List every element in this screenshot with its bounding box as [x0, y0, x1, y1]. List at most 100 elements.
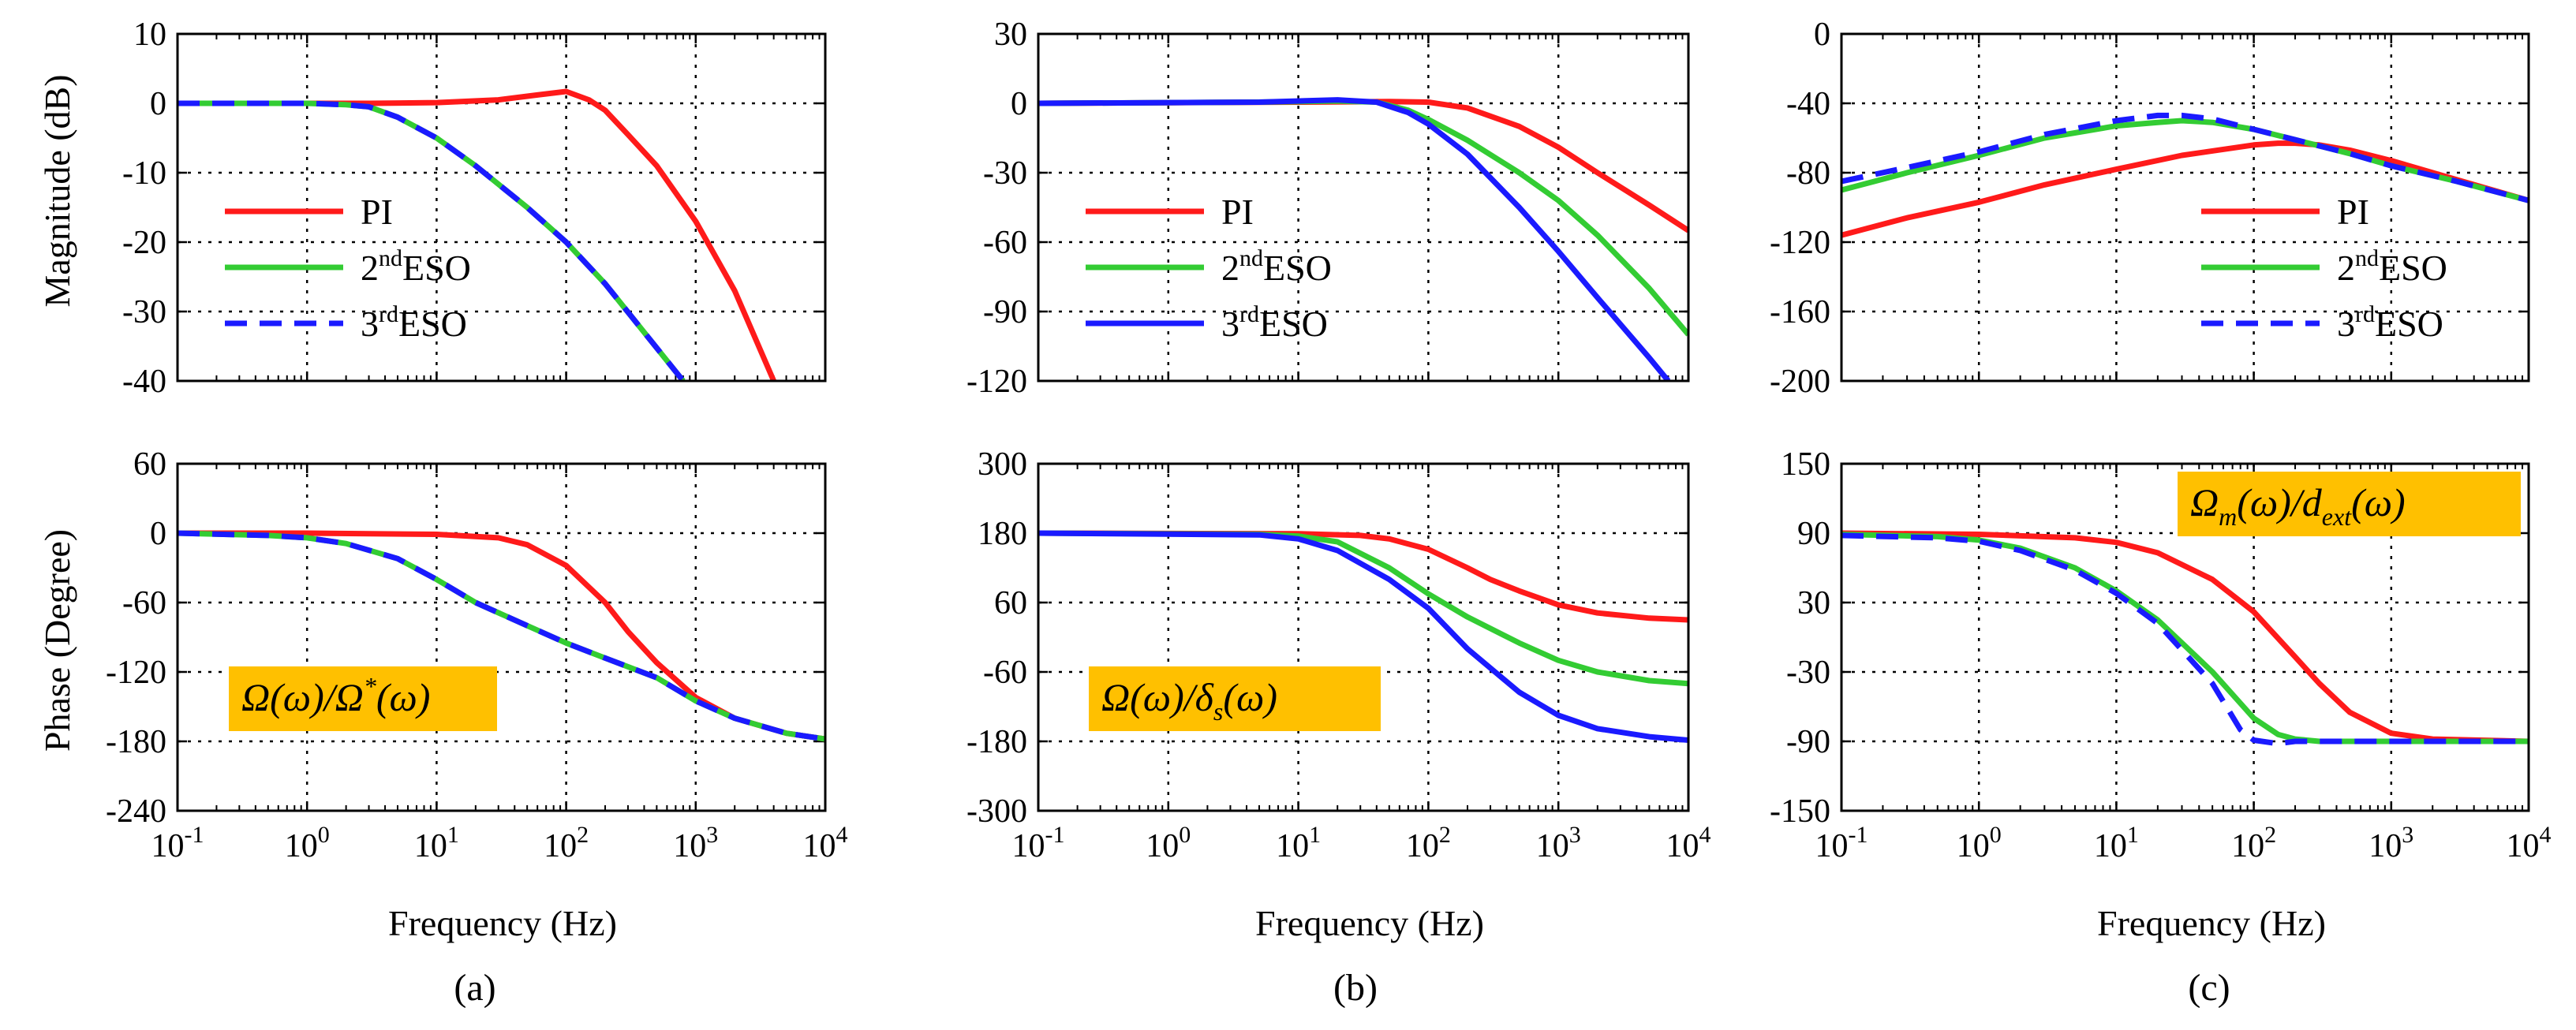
- series-line-pi: [1038, 530, 1688, 623]
- legend-label: 3rdESO: [361, 301, 467, 344]
- ylabel-magnitude: Magnitude (dB): [37, 74, 77, 307]
- y-tick-label: -90: [983, 294, 1027, 330]
- annotation-box: [2178, 472, 2521, 536]
- y-tick-label: -300: [966, 793, 1027, 830]
- annotation-label: Ω(ω)/Ω*(ω): [241, 672, 430, 719]
- y-tick-label: 150: [1781, 446, 1830, 483]
- y-tick-label: 30: [1797, 585, 1830, 621]
- legend-label: 3rdESO: [1221, 301, 1328, 344]
- legend-label: PI: [361, 192, 393, 232]
- plot-frame: [1037, 32, 1690, 383]
- legend-label: PI: [2337, 192, 2369, 232]
- y-tick-label: 10: [133, 17, 166, 53]
- x-tick-label: 101: [414, 822, 459, 864]
- x-tick-label: 102: [2231, 822, 2276, 864]
- y-tick-label: -200: [1770, 364, 1830, 400]
- y-tick-label: 90: [1797, 516, 1830, 552]
- series-line-2ndeso: [1038, 98, 1688, 337]
- x-tick-label: 104: [2507, 822, 2552, 864]
- y-tick-label: -20: [122, 225, 166, 261]
- annotation-label: Ω(ω)/δs(ω): [1101, 675, 1277, 726]
- series-line-pi: [1841, 140, 2529, 238]
- legend-label: PI: [1221, 192, 1254, 232]
- y-tick-label: -90: [1786, 724, 1830, 760]
- legend-label: 2ndESO: [2337, 245, 2447, 288]
- y-tick-label: -60: [983, 655, 1027, 691]
- y-tick-label: 0: [1011, 86, 1027, 122]
- xlabel-a: Frequency (Hz): [388, 903, 617, 943]
- y-tick-label: -40: [122, 364, 166, 400]
- y-tick-label: -120: [106, 655, 166, 691]
- y-tick-label: 300: [978, 446, 1027, 483]
- y-tick-label: 60: [133, 446, 166, 483]
- y-tick-label: -40: [1786, 86, 1830, 122]
- x-tick-label: 100: [1146, 822, 1191, 864]
- y-tick-label: -80: [1786, 155, 1830, 192]
- x-tick-label: 103: [673, 822, 718, 864]
- annotation-label: Ωm(ω)/dext(ω): [2190, 480, 2406, 531]
- caption-b: (b): [1333, 967, 1378, 1009]
- x-tick-label: 104: [1666, 822, 1711, 864]
- x-tick-label: 100: [1957, 822, 2002, 864]
- y-tick-label: -240: [106, 793, 166, 830]
- annotation-box: [229, 666, 497, 731]
- panel-c-mag: 0 -40 -80 -120 -160 -200 PI 2ndESO 3rdESO: [1770, 17, 2530, 400]
- series-line-3rdeso: [178, 100, 686, 381]
- y-tick-label: 0: [1814, 17, 1830, 53]
- y-tick-label: 0: [150, 86, 166, 122]
- caption-a: (a): [454, 967, 495, 1009]
- plot-frame: [1840, 462, 2530, 812]
- y-tick-label: -30: [1786, 655, 1830, 691]
- xlabel-c: Frequency (Hz): [2097, 903, 2326, 943]
- x-tick-label: 10-1: [1815, 822, 1868, 864]
- series-line-3rdeso: [1038, 97, 1671, 381]
- x-tick-label: 101: [2094, 822, 2139, 864]
- series-line-3rdeso: [1841, 532, 2529, 747]
- x-tick-label: 103: [2368, 822, 2413, 864]
- y-tick-label: -30: [122, 294, 166, 330]
- plot-frame: [176, 462, 827, 812]
- y-tick-label: -60: [983, 225, 1027, 261]
- series-line-2ndeso: [1038, 530, 1688, 687]
- x-tick-label: 101: [1276, 822, 1321, 864]
- y-tick-label: -180: [966, 724, 1027, 760]
- ylabel-phase: Phase (Degree): [37, 529, 77, 752]
- y-tick-label: 0: [150, 516, 166, 552]
- x-tick-label: 102: [544, 822, 589, 864]
- y-tick-label: -180: [106, 724, 166, 760]
- annotation-box: [1089, 666, 1381, 731]
- y-tick-label: -160: [1770, 294, 1830, 330]
- y-tick-label: -150: [1770, 793, 1830, 830]
- xlabel-b: Frequency (Hz): [1255, 903, 1484, 943]
- panel-b-mag: 30 0 -30 -60 -90 -120 PI 2ndESO 3rdESO: [966, 17, 1690, 400]
- series-line-3rdeso: [1841, 112, 2529, 203]
- series-line-pi: [178, 88, 776, 381]
- caption-c: (c): [2188, 967, 2230, 1009]
- x-tick-label: 103: [1536, 822, 1581, 864]
- plot-frame: [1840, 32, 2530, 383]
- y-tick-label: 180: [978, 516, 1027, 552]
- x-tick-label: 102: [1406, 822, 1451, 864]
- y-tick-label: -120: [1770, 225, 1830, 261]
- legend-label: 2ndESO: [361, 245, 471, 288]
- x-tick-label: 100: [285, 822, 330, 864]
- y-tick-label: 60: [994, 585, 1027, 621]
- legend-label: 2ndESO: [1221, 245, 1332, 288]
- y-tick-label: -30: [983, 155, 1027, 192]
- series-line-3rdeso: [1038, 530, 1688, 743]
- legend-label: 3rdESO: [2337, 301, 2443, 344]
- plot-frame: [176, 32, 827, 383]
- plot-frame: [1037, 462, 1690, 812]
- y-tick-label: -60: [122, 585, 166, 621]
- series-line-3rdeso: [178, 530, 825, 742]
- x-tick-label: 10-1: [151, 822, 204, 864]
- y-tick-label: -120: [966, 364, 1027, 400]
- y-tick-label: -10: [122, 155, 166, 192]
- x-tick-label: 104: [803, 822, 848, 864]
- series-line-pi: [1841, 530, 2529, 745]
- y-tick-label: 30: [994, 17, 1027, 53]
